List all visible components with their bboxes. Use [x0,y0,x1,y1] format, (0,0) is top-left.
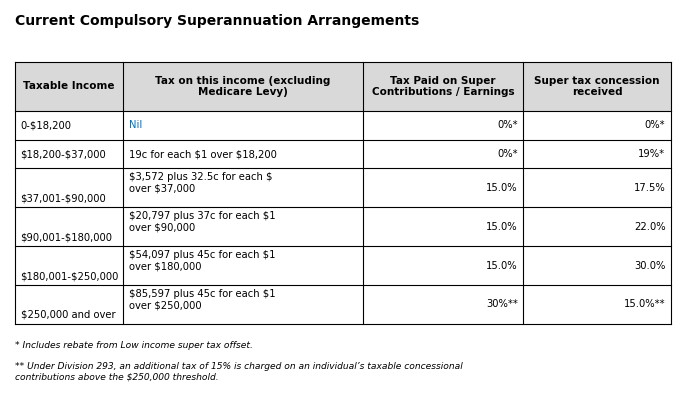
Text: 0%*: 0%* [497,120,518,131]
Text: 0%*: 0%* [645,120,665,131]
Text: 15.0%: 15.0% [486,260,518,271]
Text: 30.0%: 30.0% [634,260,665,271]
Text: \$37,001-\$90,000: \$37,001-\$90,000 [21,193,106,203]
Text: \$180,001-\$250,000: \$180,001-\$250,000 [21,271,119,281]
Text: 15.0%: 15.0% [486,222,518,232]
Text: 19%*: 19%* [638,149,665,159]
Text: \$85,597 plus 45c for each \$1
over \$250,000: \$85,597 plus 45c for each \$1 over \$25… [129,289,275,310]
Text: ** Under Division 293, an additional tax of 15% is charged on an individual’s ta: ** Under Division 293, an additional tax… [15,362,463,381]
Text: Super tax concession
received: Super tax concession received [534,75,660,97]
Text: 0%*: 0%* [497,149,518,159]
Text: 19c for each \$1 over \$18,200: 19c for each \$1 over \$18,200 [129,149,276,159]
Text: \$20,797 plus 37c for each \$1
over \$90,000: \$20,797 plus 37c for each \$1 over \$90… [129,211,275,233]
Text: 17.5%: 17.5% [634,183,665,193]
Text: 30%**: 30%** [486,299,518,310]
Text: 22.0%: 22.0% [634,222,665,232]
Text: Current Compulsory Superannuation Arrangements: Current Compulsory Superannuation Arrang… [15,14,419,28]
Text: \$18,200-\$37,000: \$18,200-\$37,000 [21,149,106,159]
Bar [15,62,671,111]
Text: 15.0%**: 15.0%** [624,299,665,310]
Text: Tax on this income (excluding
Medicare Levy): Tax on this income (excluding Medicare L… [155,75,331,97]
Text: \$3,572 plus 32.5c for each \$
over \$37,000: \$3,572 plus 32.5c for each \$ over \$37… [129,172,272,194]
Text: \$54,097 plus 45c for each \$1
over \$180,000: \$54,097 plus 45c for each \$1 over \$18… [129,250,275,272]
Text: \$250,000 and over: \$250,000 and over [21,310,115,320]
Text: * Includes rebate from Low income super tax offset.: * Includes rebate from Low income super … [15,341,253,350]
Text: Nil: Nil [129,120,142,131]
Text: 0-\$18,200: 0-\$18,200 [21,120,71,131]
Text: 15.0%: 15.0% [486,183,518,193]
Text: Tax Paid on Super
Contributions / Earnings: Tax Paid on Super Contributions / Earnin… [372,75,514,97]
Text: Taxable Income: Taxable Income [23,81,115,91]
Text: \$90,001-\$180,000: \$90,001-\$180,000 [21,232,113,242]
